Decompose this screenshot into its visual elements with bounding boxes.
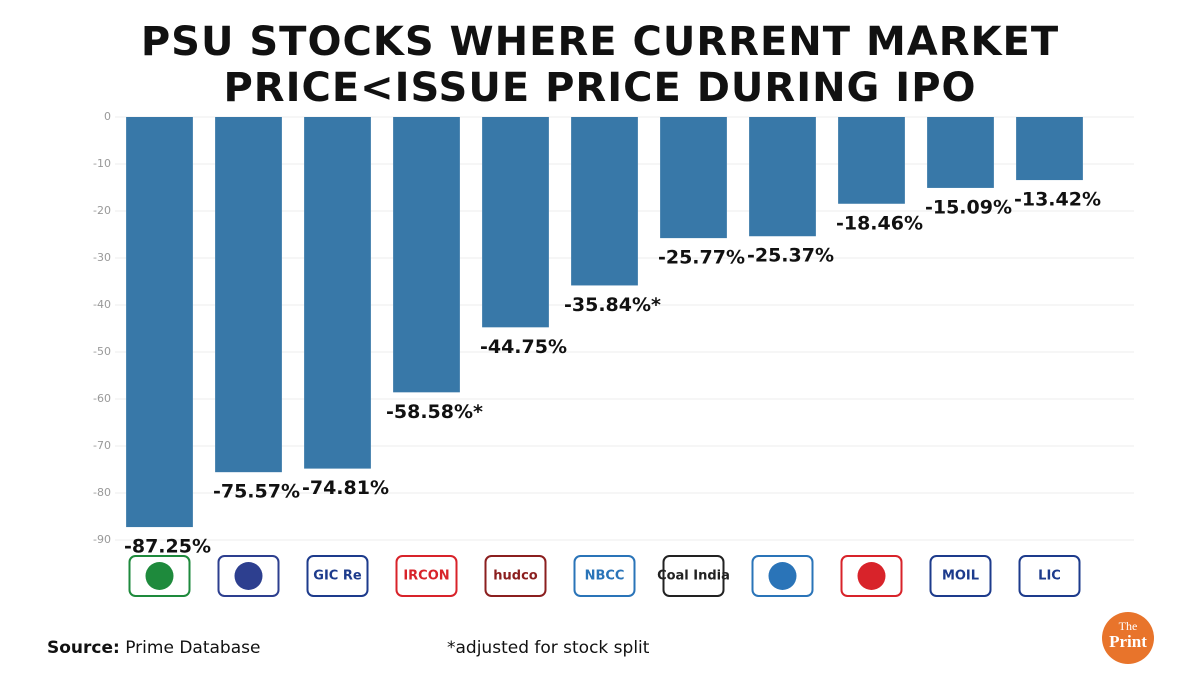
bar	[838, 117, 905, 204]
source: Source: Prime Database	[47, 638, 260, 658]
data-label: -35.84%*	[564, 294, 661, 316]
brand-logo	[1102, 612, 1154, 664]
logo	[573, 555, 636, 597]
y-tick-label: -20	[93, 204, 111, 217]
logo-emblem	[145, 562, 174, 590]
y-tick-label: -50	[93, 345, 111, 358]
y-tick-label: 0	[104, 110, 111, 123]
bar	[393, 117, 460, 393]
bar	[482, 117, 549, 328]
bar	[571, 117, 638, 286]
x-tick-label: NBCC	[585, 569, 625, 584]
bar	[126, 117, 193, 528]
data-label: -25.37%	[747, 245, 834, 267]
bar	[660, 117, 727, 239]
bar	[749, 117, 816, 237]
data-label: -75.57%	[213, 481, 300, 503]
x-tick-label: Coal India	[657, 569, 730, 584]
bar	[215, 117, 282, 473]
data-label: -74.81%	[302, 477, 389, 499]
bar	[304, 117, 371, 469]
data-label: -44.75%	[480, 336, 567, 358]
data-label: -18.46%	[836, 212, 923, 234]
logo-emblem	[234, 562, 263, 590]
brand-text: The	[1119, 619, 1138, 633]
x-tick-label: MOIL	[942, 569, 979, 584]
logo	[217, 555, 280, 597]
logo	[662, 555, 725, 597]
logo	[751, 555, 814, 597]
logo	[306, 555, 369, 597]
logo-emblem	[857, 562, 886, 590]
bar	[927, 117, 994, 188]
x-tick-label: GIC Re	[313, 569, 362, 584]
logo	[395, 555, 458, 597]
x-tick-label: IRCON	[403, 569, 449, 584]
footnote: *adjusted for stock split	[447, 638, 650, 658]
logo	[484, 555, 547, 597]
data-label: -25.77%	[658, 247, 745, 269]
y-tick-label: -70	[93, 439, 111, 452]
y-tick-label: -30	[93, 251, 111, 264]
chart-title: PRICE<ISSUE PRICE DURING IPO	[223, 65, 976, 111]
data-label: -87.25%	[124, 536, 211, 558]
y-tick-label: -60	[93, 392, 111, 405]
y-tick-label: -40	[93, 298, 111, 311]
x-tick-label: hudco	[493, 569, 538, 584]
logo	[128, 555, 191, 597]
y-tick-label: -90	[93, 533, 111, 546]
bar	[1016, 117, 1083, 181]
logo-emblem	[768, 562, 797, 590]
y-tick-label: -80	[93, 486, 111, 499]
source-label: Source:	[47, 638, 120, 658]
data-label: -13.42%	[1014, 189, 1101, 211]
y-tick-label: -10	[93, 157, 111, 170]
logo	[1018, 555, 1081, 597]
chart-title: PSU STOCKS WHERE CURRENT MARKET	[141, 19, 1059, 65]
logo	[840, 555, 903, 597]
x-tick-label: LIC	[1038, 569, 1061, 584]
data-label: -58.58%*	[386, 401, 483, 423]
logo	[929, 555, 992, 597]
source-name: Prime Database	[125, 638, 260, 658]
data-label: -15.09%	[925, 196, 1012, 218]
brand-text: Print	[1109, 632, 1147, 651]
